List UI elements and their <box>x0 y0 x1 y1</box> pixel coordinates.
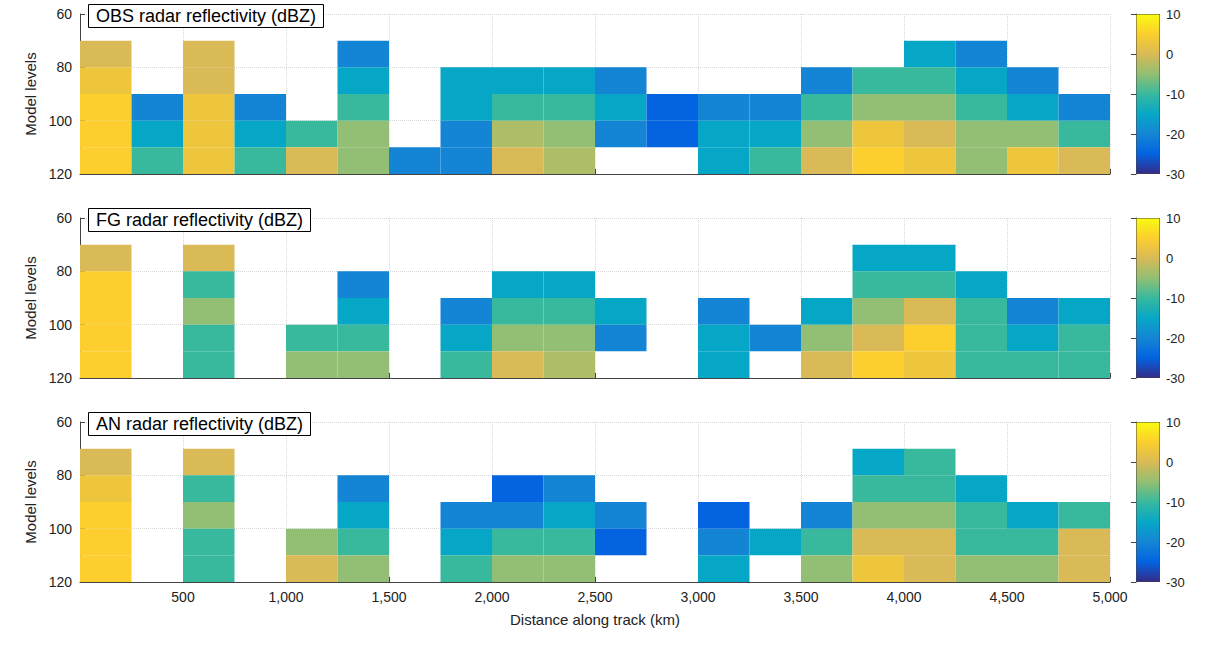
svg-text:3,000: 3,000 <box>680 589 715 605</box>
svg-text:120: 120 <box>49 370 73 386</box>
svg-text:500: 500 <box>171 589 195 605</box>
svg-text:100: 100 <box>49 521 73 537</box>
svg-text:2,500: 2,500 <box>577 589 612 605</box>
svg-text:10: 10 <box>1166 7 1180 22</box>
svg-text:Distance along track (km): Distance along track (km) <box>510 611 680 628</box>
svg-text:100: 100 <box>49 317 73 333</box>
svg-text:-20: -20 <box>1166 535 1185 550</box>
svg-text:5,000: 5,000 <box>1092 589 1127 605</box>
svg-text:AN radar reflectivity (dBZ): AN radar reflectivity (dBZ) <box>96 414 303 434</box>
svg-text:0: 0 <box>1166 455 1173 470</box>
svg-text:80: 80 <box>56 467 72 483</box>
svg-text:-30: -30 <box>1166 167 1185 182</box>
svg-text:60: 60 <box>56 6 72 22</box>
svg-text:OBS radar reflectivity (dBZ): OBS radar reflectivity (dBZ) <box>96 6 316 26</box>
svg-text:-10: -10 <box>1166 87 1185 102</box>
svg-text:1,000: 1,000 <box>268 589 303 605</box>
svg-text:60: 60 <box>56 414 72 430</box>
svg-text:Model levels: Model levels <box>22 460 39 543</box>
svg-text:-30: -30 <box>1166 575 1185 590</box>
svg-text:3,500: 3,500 <box>783 589 818 605</box>
svg-text:120: 120 <box>49 166 73 182</box>
svg-text:4,500: 4,500 <box>989 589 1024 605</box>
svg-text:60: 60 <box>56 210 72 226</box>
svg-text:-20: -20 <box>1166 331 1185 346</box>
svg-text:1,500: 1,500 <box>371 589 406 605</box>
svg-text:100: 100 <box>49 113 73 129</box>
svg-text:2,000: 2,000 <box>474 589 509 605</box>
svg-text:0: 0 <box>1166 251 1173 266</box>
svg-text:4,000: 4,000 <box>886 589 921 605</box>
svg-text:-10: -10 <box>1166 291 1185 306</box>
svg-text:80: 80 <box>56 263 72 279</box>
svg-text:Model levels: Model levels <box>22 52 39 135</box>
svg-text:10: 10 <box>1166 211 1180 226</box>
svg-text:120: 120 <box>49 574 73 590</box>
svg-text:-20: -20 <box>1166 127 1185 142</box>
svg-text:-10: -10 <box>1166 495 1185 510</box>
svg-text:80: 80 <box>56 59 72 75</box>
svg-text:Model levels: Model levels <box>22 256 39 339</box>
svg-text:-30: -30 <box>1166 371 1185 386</box>
svg-text:0: 0 <box>1166 47 1173 62</box>
svg-text:10: 10 <box>1166 415 1180 430</box>
svg-text:FG radar reflectivity (dBZ): FG radar reflectivity (dBZ) <box>96 210 303 230</box>
